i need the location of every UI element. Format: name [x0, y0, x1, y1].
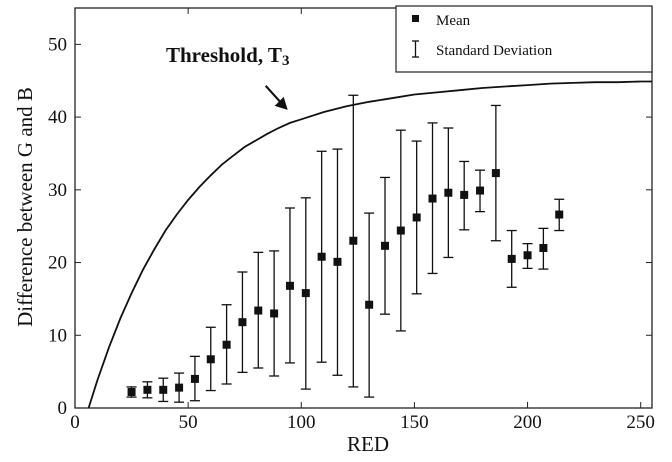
legend-mean-marker [412, 15, 419, 22]
mean-point [444, 188, 453, 197]
mean-point [190, 374, 199, 383]
y-tick-label: 40 [48, 107, 67, 128]
x-tick-label: 150 [400, 412, 429, 433]
mean-point [222, 340, 231, 349]
plot-border [74, 7, 653, 409]
threshold-curve-layer [87, 80, 652, 409]
error-bars [126, 94, 565, 403]
y-axis-label: Difference between G and B [13, 87, 37, 327]
mean-point [349, 236, 358, 245]
mean-point [301, 289, 310, 298]
legend-box [395, 5, 653, 73]
mean-point [380, 241, 389, 250]
mean-point [143, 385, 152, 394]
mean-point [412, 213, 421, 222]
x-tick-label: 100 [287, 412, 316, 433]
mean-point [285, 281, 294, 290]
mean-point [539, 244, 548, 252]
legend: Mean Standard Deviation [395, 5, 653, 73]
mean-markers [127, 169, 564, 396]
mean-point [555, 210, 564, 219]
plot-area [74, 7, 653, 409]
x-tick-label: 250 [626, 412, 655, 433]
y-tick-label: 10 [48, 325, 67, 346]
mean-point [365, 300, 374, 309]
mean-point [491, 169, 500, 178]
x-tick-label: 50 [179, 412, 198, 433]
mean-point [127, 388, 136, 396]
threshold-label: Threshold, T3 [166, 43, 289, 69]
mean-point [428, 194, 437, 203]
mean-point [476, 186, 485, 195]
mean-point [175, 383, 184, 392]
threshold-label-subscript: 3 [282, 53, 290, 69]
mean-point [238, 318, 247, 327]
y-tick-label: 20 [48, 253, 67, 274]
mean-point [270, 309, 279, 318]
y-tick-label: 0 [58, 398, 68, 419]
threshold-annotation: Threshold, T3 [166, 43, 289, 110]
legend-errorbar-marker [412, 40, 419, 58]
legend-std-label: Standard Deviation [436, 43, 553, 59]
mean-point [159, 385, 168, 394]
mean-point [317, 252, 326, 261]
mean-point [507, 254, 516, 263]
arrow-head [274, 96, 288, 110]
annotation-arrow [264, 85, 288, 110]
threshold-label-main: Threshold, T [166, 43, 282, 67]
x-tick-label: 0 [70, 412, 80, 433]
x-axis-label: RED [347, 432, 389, 456]
y-tick-label: 50 [48, 34, 67, 55]
threshold-curve [87, 80, 652, 409]
mean-point [206, 355, 215, 364]
mean-point [460, 190, 469, 199]
mean-point [333, 257, 342, 266]
mean-point [396, 226, 405, 235]
x-tick-label: 200 [513, 412, 542, 433]
legend-mean-label: Mean [436, 13, 471, 29]
mean-point [254, 306, 263, 315]
mean-point [523, 251, 532, 260]
y-tick-label: 30 [48, 180, 67, 201]
y-axis: 0 10 20 30 40 50 [48, 34, 652, 419]
